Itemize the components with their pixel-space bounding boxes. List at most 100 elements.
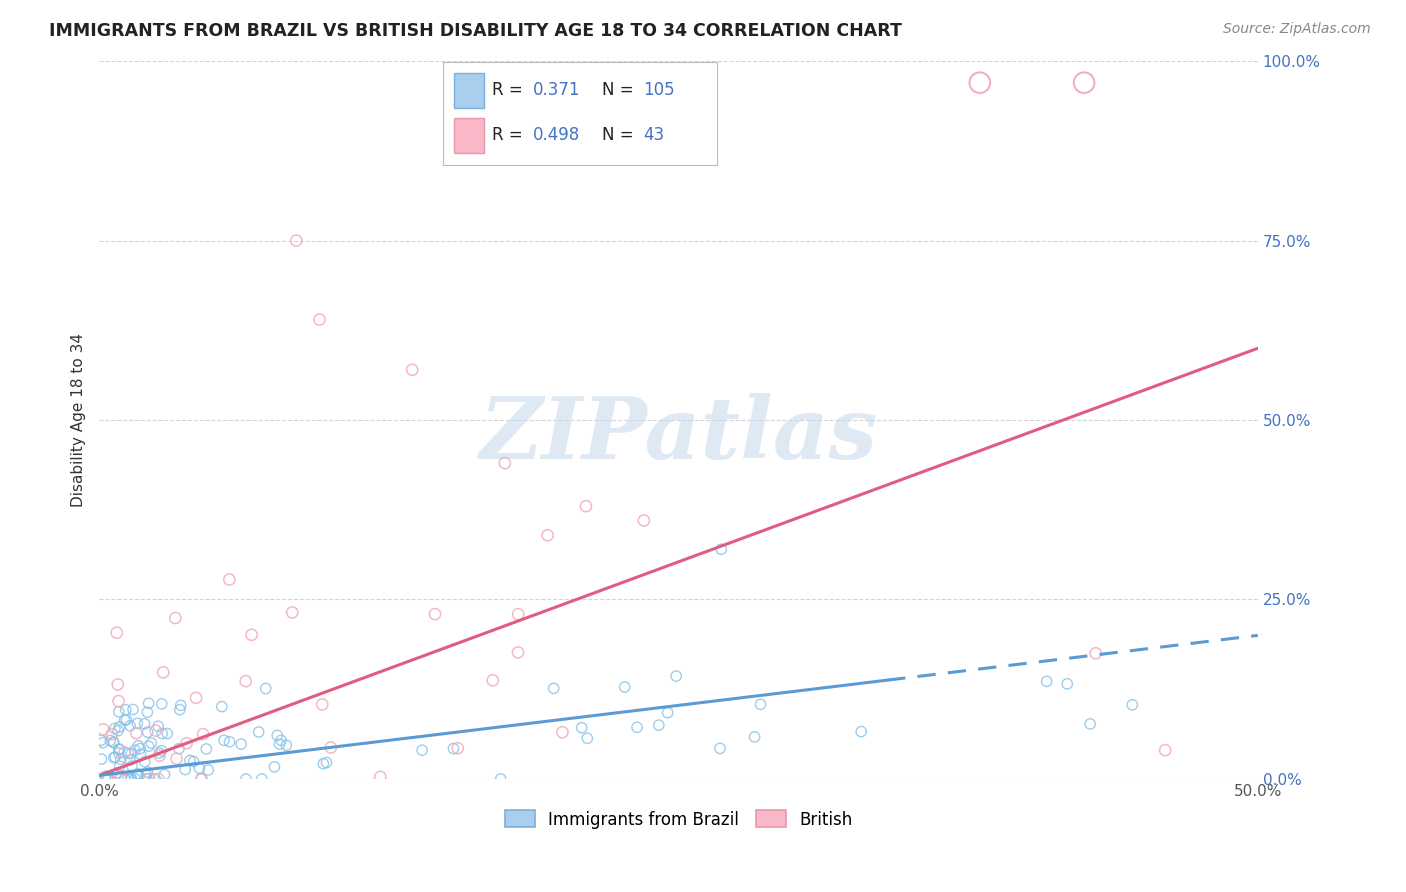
Point <box>115 713 138 727</box>
Point <box>851 724 873 739</box>
Point <box>114 703 136 717</box>
Point <box>121 759 143 773</box>
Point <box>110 772 132 786</box>
Point <box>447 741 470 756</box>
Point <box>120 772 142 786</box>
Point <box>105 625 128 640</box>
Point <box>127 767 149 781</box>
Point <box>148 719 170 733</box>
Point <box>136 705 159 719</box>
Point <box>108 743 131 757</box>
Text: IMMIGRANTS FROM BRAZIL VS BRITISH DISABILITY AGE 18 TO 34 CORRELATION CHART: IMMIGRANTS FROM BRAZIL VS BRITISH DISABI… <box>49 22 903 40</box>
Point <box>170 698 193 713</box>
Point <box>165 611 187 625</box>
Point <box>240 628 263 642</box>
Point <box>98 733 121 747</box>
Point <box>235 674 257 689</box>
Point <box>312 756 335 771</box>
Point <box>138 739 160 754</box>
Point <box>481 673 503 688</box>
Point <box>94 772 117 786</box>
Y-axis label: Disability Age 18 to 34: Disability Age 18 to 34 <box>72 333 86 507</box>
Point <box>91 723 114 737</box>
Point <box>107 694 129 708</box>
Point <box>129 747 152 762</box>
Point <box>657 706 679 720</box>
Point <box>315 756 337 770</box>
Point <box>125 726 148 740</box>
Point <box>285 234 308 248</box>
Point <box>136 725 159 739</box>
Point <box>411 743 433 757</box>
Point <box>108 720 131 734</box>
Point <box>190 772 212 786</box>
Point <box>506 645 529 659</box>
Point <box>90 733 112 747</box>
Point <box>489 772 512 786</box>
Point <box>107 765 129 780</box>
Point <box>138 772 160 786</box>
Point <box>190 772 212 786</box>
Point <box>536 528 558 542</box>
Text: N =: N = <box>602 127 638 145</box>
Point <box>107 746 129 760</box>
Point <box>571 721 593 735</box>
Point <box>169 703 191 717</box>
Point <box>218 735 240 749</box>
Point <box>270 733 292 747</box>
Text: R =: R = <box>492 127 529 145</box>
Point <box>1035 674 1057 689</box>
Point <box>120 719 142 733</box>
Point <box>110 769 132 783</box>
Point <box>107 677 129 691</box>
Point <box>311 698 333 712</box>
Point <box>167 741 190 756</box>
Point <box>91 736 114 750</box>
Point <box>94 769 117 783</box>
Point <box>120 747 142 761</box>
Point <box>103 735 125 749</box>
Point <box>183 755 205 769</box>
Text: ZIPatlas: ZIPatlas <box>479 392 877 476</box>
Point <box>153 767 176 781</box>
Point <box>231 737 253 751</box>
Point <box>281 606 304 620</box>
Point <box>107 705 129 719</box>
Point <box>212 733 235 747</box>
Text: R =: R = <box>492 81 529 99</box>
Point <box>120 772 142 786</box>
Point <box>107 723 129 738</box>
Text: 43: 43 <box>643 127 664 145</box>
Point <box>665 669 688 683</box>
Point <box>235 772 257 786</box>
Point <box>156 726 179 740</box>
Point <box>127 716 149 731</box>
Point <box>254 681 277 696</box>
Text: N =: N = <box>602 81 638 99</box>
Point <box>117 747 139 761</box>
Bar <box>454 118 484 153</box>
Point <box>250 772 273 786</box>
Point <box>626 720 648 734</box>
Point <box>551 725 574 739</box>
Point <box>117 772 139 786</box>
Point <box>494 456 516 470</box>
Point <box>1073 76 1095 90</box>
Point <box>1078 717 1101 731</box>
Point <box>150 744 173 758</box>
Point <box>152 665 174 680</box>
Point <box>1056 677 1078 691</box>
Point <box>576 731 599 746</box>
Point <box>1154 743 1177 757</box>
Point <box>103 735 125 749</box>
Point <box>150 697 173 711</box>
Point <box>138 696 160 710</box>
Point <box>104 722 127 736</box>
Point <box>122 702 145 716</box>
Point <box>543 681 565 696</box>
Point <box>709 741 731 756</box>
Point <box>1121 698 1143 712</box>
Point <box>114 746 136 760</box>
Point <box>110 752 132 766</box>
Point <box>575 499 598 513</box>
